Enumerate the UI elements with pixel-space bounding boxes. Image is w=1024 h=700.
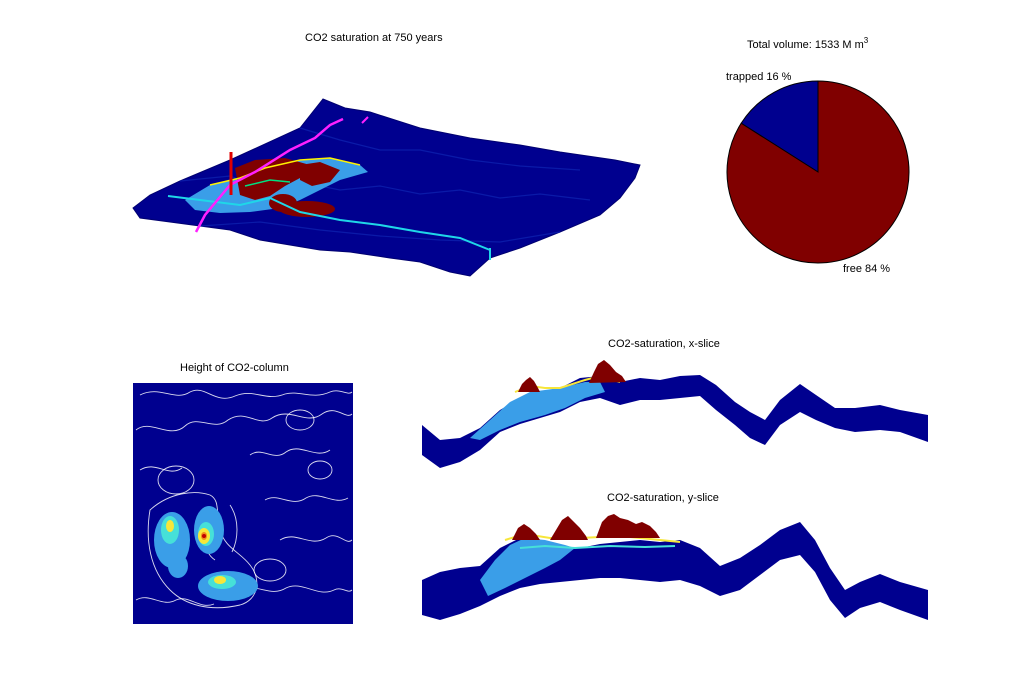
- y-slice-light-plume: [480, 538, 575, 596]
- pie-slice-free: [726, 80, 910, 264]
- column-yellow-left: [166, 520, 174, 532]
- x-slice-light-plume: [470, 382, 605, 440]
- y-slice-peak-east: [596, 514, 660, 538]
- x-slice-peak-east: [589, 360, 626, 383]
- height-map-title: Height of CO2-column: [180, 362, 289, 374]
- plume-rim-green: [244, 179, 291, 187]
- cyan-fault-trace: [167, 195, 491, 251]
- column-light-tail: [168, 554, 188, 578]
- pie-title-text: Total volume: 1533 M m: [747, 39, 864, 51]
- pie-label-trapped: trapped 16 %: [726, 71, 792, 83]
- y-slice-title: CO2-saturation, y-slice: [607, 492, 719, 504]
- y-slice-rim-cyan: [519, 544, 676, 550]
- column-yellow-bottom: [214, 576, 226, 584]
- pie-title-superscript: 3: [863, 36, 869, 45]
- plume-rim: [209, 157, 361, 186]
- x-slice-peak-west: [518, 377, 540, 392]
- pie-title: Total volume: 1533 M m3: [747, 36, 869, 51]
- x-slice-title: CO2-saturation, x-slice: [608, 338, 720, 350]
- y-slice-peak-west: [512, 524, 540, 540]
- magenta-well-path: [194, 117, 344, 233]
- pie-slices: [726, 80, 910, 264]
- height-map-contours: [135, 389, 353, 609]
- surface-plot-title: CO2 saturation at 750 years: [305, 32, 443, 44]
- pie-slice-trapped: [740, 80, 819, 173]
- co2-plume-core: [235, 158, 310, 200]
- column-red-peak: [202, 534, 206, 538]
- y-slice-peak-central: [550, 516, 588, 540]
- pie-label-free: free 84 %: [843, 263, 891, 275]
- co2-plume-lobe: [300, 162, 340, 186]
- magenta-well-top: [361, 116, 369, 124]
